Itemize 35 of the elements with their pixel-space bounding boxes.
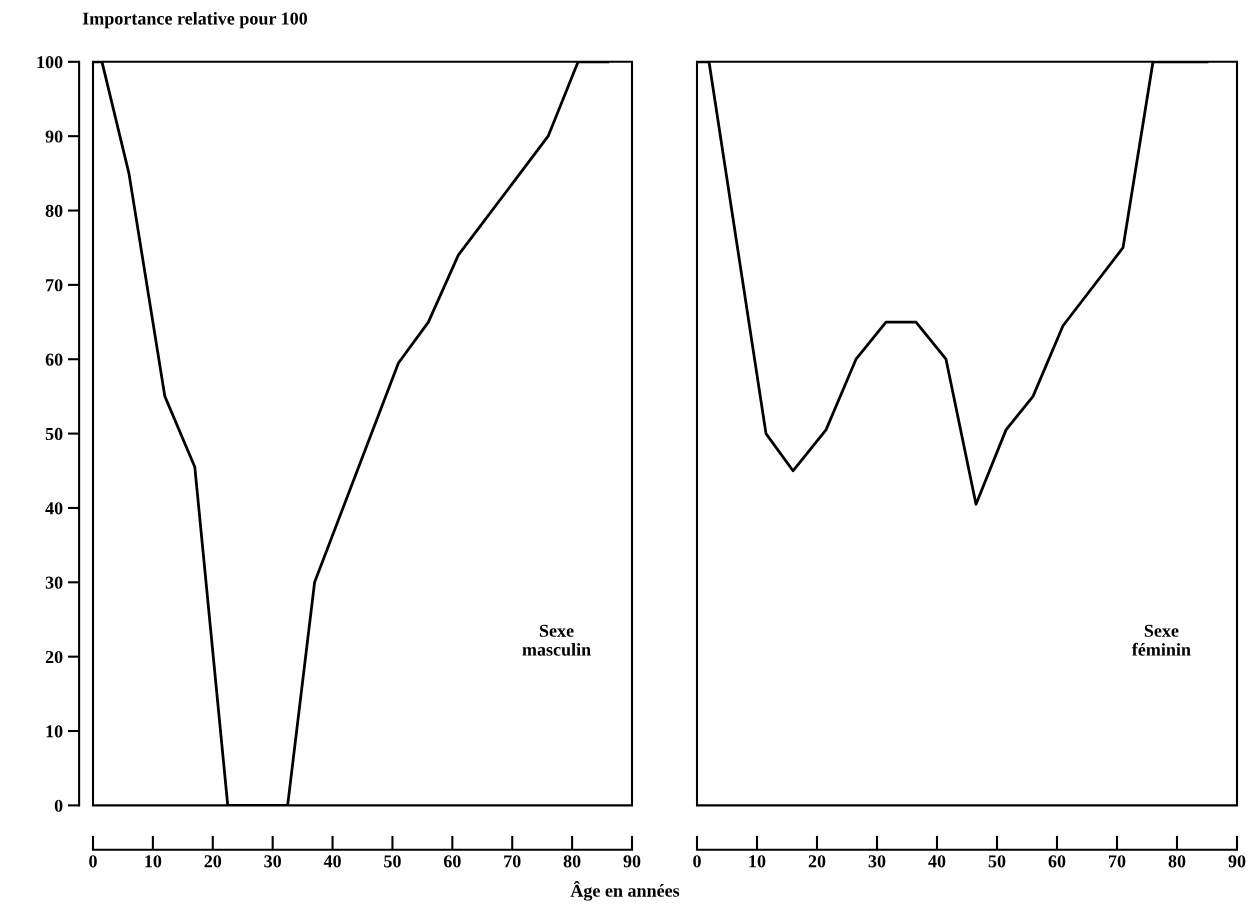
x-tick-label: 40 — [323, 855, 341, 868]
y-tick-label: 40 — [45, 502, 63, 515]
y-tick-label: 30 — [45, 576, 63, 589]
x-tick-label: 50 — [988, 855, 1006, 868]
y-axis-title: Importance relative pour 100 — [82, 11, 308, 29]
x-tick-label: 30 — [868, 855, 886, 868]
x-tick-label: 80 — [1168, 855, 1186, 868]
x-tick-label: 20 — [808, 855, 826, 868]
x-tick-label: 0 — [89, 855, 97, 868]
y-tick-label: 70 — [46, 279, 63, 292]
x-tick-label: 40 — [928, 855, 946, 868]
y-tick-label: 90 — [45, 130, 63, 143]
x-tick-label: 10 — [145, 855, 162, 868]
y-tick-label: 100 — [37, 56, 63, 69]
x-tick-label: 70 — [1109, 855, 1126, 868]
x-tick-label: 0 — [693, 855, 701, 868]
annotation: Sexe masculin — [522, 624, 591, 656]
x-tick-label: 80 — [563, 855, 581, 868]
x-tick-label: 60 — [443, 855, 461, 868]
x-tick-label: 90 — [1228, 855, 1246, 868]
y-tick-label: 20 — [45, 650, 63, 664]
x-tick-label: 90 — [623, 855, 641, 868]
y-tick-label: 80 — [45, 204, 63, 217]
x-tick-label: 60 — [1048, 855, 1066, 868]
x-tick-label: 20 — [204, 855, 222, 868]
y-tick-label: 50 — [45, 427, 63, 441]
x-tick-label: 50 — [384, 855, 401, 868]
annotation: Sexe féminin — [1131, 624, 1191, 656]
x-tick-label: 30 — [264, 855, 282, 868]
y-tick-label: 10 — [46, 725, 63, 738]
x-axis-title: Âge en années — [570, 881, 680, 901]
x-tick-label: 70 — [504, 855, 521, 868]
x-tick-label: 10 — [749, 855, 766, 868]
y-tick-label: 0 — [54, 799, 63, 812]
y-tick-label: 60 — [45, 353, 63, 366]
